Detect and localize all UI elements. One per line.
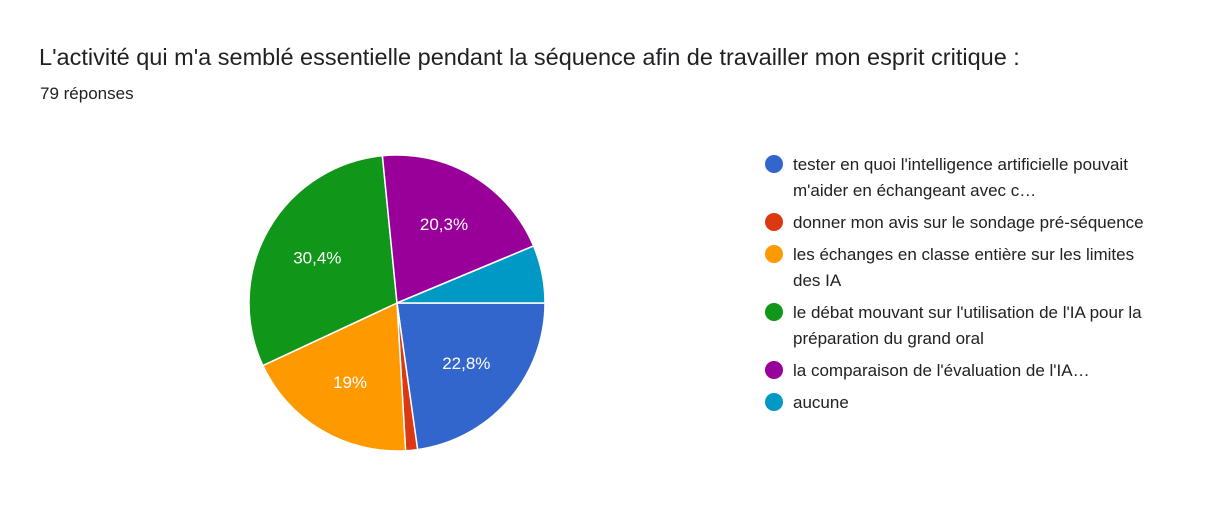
legend-label: les échanges en classe entière sur les l… <box>793 245 1135 290</box>
slice-data-label: 19% <box>333 373 367 392</box>
slice-data-label: 22,8% <box>442 354 490 373</box>
legend-label: aucune <box>793 393 849 412</box>
legend-swatch <box>765 155 783 173</box>
legend-swatch <box>765 303 783 321</box>
pie-slice[interactable] <box>381 154 535 305</box>
slice-data-label: 20,3% <box>420 215 468 234</box>
legend-item[interactable]: donner mon avis sur le sondage pré-séque… <box>765 210 1155 236</box>
legend-item[interactable]: la comparaison de l'évaluation de l'IA… <box>765 358 1155 384</box>
legend-swatch <box>765 361 783 379</box>
response-count: 79 réponses <box>40 84 134 103</box>
legend-item[interactable]: aucune <box>765 390 1155 416</box>
slice-data-label: 30,4% <box>293 249 341 268</box>
pie-slice[interactable] <box>396 245 546 304</box>
legend-label: donner mon avis sur le sondage pré-séque… <box>793 213 1144 232</box>
legend-item[interactable]: le débat mouvant sur l'utilisation de l'… <box>765 300 1155 352</box>
legend-item[interactable]: tester en quoi l'intelligence artificiel… <box>765 152 1155 204</box>
pie-slice[interactable] <box>396 302 546 451</box>
chart-title: L'activité qui m'a semblé essentielle pe… <box>39 44 1020 70</box>
legend-item[interactable]: les échanges en classe entière sur les l… <box>765 242 1155 294</box>
legend-label: la comparaison de l'évaluation de l'IA… <box>793 361 1090 380</box>
pie-slice[interactable] <box>261 301 407 452</box>
legend-label: le débat mouvant sur l'utilisation de l'… <box>793 303 1142 348</box>
legend-swatch <box>765 245 783 263</box>
legend-swatch <box>765 393 783 411</box>
pie-slice[interactable] <box>248 154 398 367</box>
chart-legend: tester en quoi l'intelligence artificiel… <box>765 152 1155 422</box>
legend-swatch <box>765 213 783 231</box>
legend-label: tester en quoi l'intelligence artificiel… <box>793 155 1128 200</box>
